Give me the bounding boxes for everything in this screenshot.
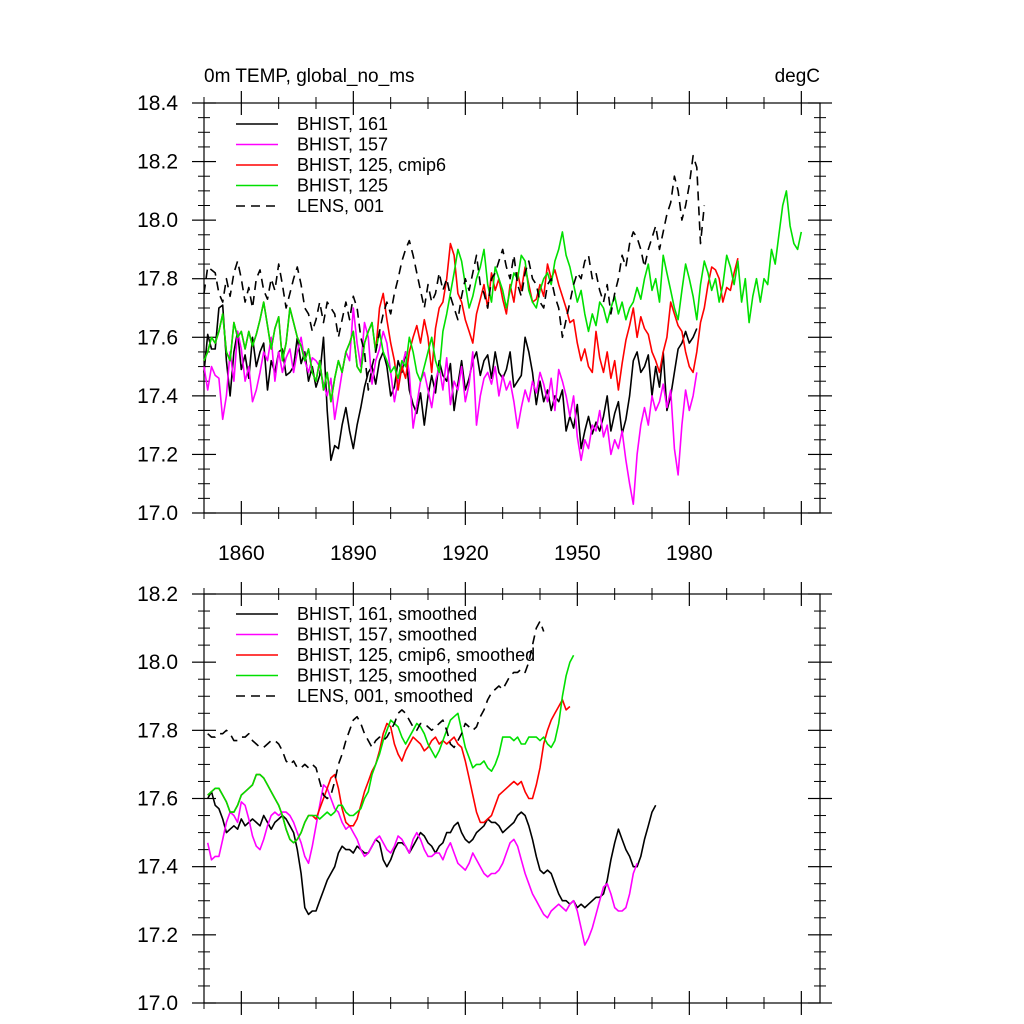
y-tick-label: 17.0 xyxy=(137,502,178,525)
chart-panel-2: 17.0 17.2 17.4 17.6 17.8 18.0 18.2 BHIST, 161, … xyxy=(137,582,832,1015)
legend-label: BHIST, 125 xyxy=(297,176,388,196)
series-line-4 xyxy=(207,654,575,844)
series-line-2 xyxy=(203,307,698,506)
y-tick-label: 17.2 xyxy=(137,443,178,466)
series-line-2 xyxy=(206,784,638,946)
legend-label: BHIST, 157 xyxy=(297,135,388,155)
legend-label: BHIST, 157, smoothed xyxy=(297,625,477,645)
y-tick-label: 18.4 xyxy=(137,92,178,115)
x-tick-label: 1890 xyxy=(330,542,377,565)
legend-label: BHIST, 125, smoothed xyxy=(297,666,477,686)
y-tick-label: 18.2 xyxy=(137,583,178,606)
y-tick-label: 17.0 xyxy=(137,992,178,1015)
y-tick-label: 17.6 xyxy=(137,788,178,811)
series-line-1 xyxy=(207,790,657,916)
x-tick-label: 1950 xyxy=(554,542,601,565)
y-tick-label: 18.0 xyxy=(137,209,178,232)
legend-label: BHIST, 161, smoothed xyxy=(297,604,477,624)
y-tick-label: 17.4 xyxy=(137,856,178,879)
y-tick-label: 18.0 xyxy=(137,651,178,674)
chart-panel-1: 17.0 17.2 17.4 17.6 17.8 18.0 18.2 18.4 1860 1890… xyxy=(137,66,832,565)
y-tick-label: 17.4 xyxy=(137,385,178,408)
legend-label: LENS, 001 xyxy=(297,196,384,216)
y-tick-label: 18.2 xyxy=(137,151,178,174)
legend-label: BHIST, 125, cmip6, smoothed xyxy=(297,645,535,665)
y-tick-label: 17.6 xyxy=(137,326,178,349)
x-tick-label: 1920 xyxy=(442,542,489,565)
x-tick-label: 1980 xyxy=(666,542,713,565)
series-line-4 xyxy=(203,190,803,403)
y-tick-label: 17.2 xyxy=(137,924,178,947)
x-tick-label: 1860 xyxy=(218,542,265,565)
series-line-5 xyxy=(207,620,545,800)
chart-title: 0m TEMP, global_no_ms xyxy=(204,66,415,87)
series-line-1 xyxy=(203,304,698,462)
legend-label: BHIST, 161 xyxy=(297,114,388,134)
legend-label: BHIST, 125, cmip6 xyxy=(297,155,446,175)
y-tick-label: 17.8 xyxy=(137,719,178,742)
legend-label: LENS, 001, smoothed xyxy=(297,686,473,706)
units-label: degC xyxy=(775,66,820,87)
y-tick-label: 17.8 xyxy=(137,268,178,291)
